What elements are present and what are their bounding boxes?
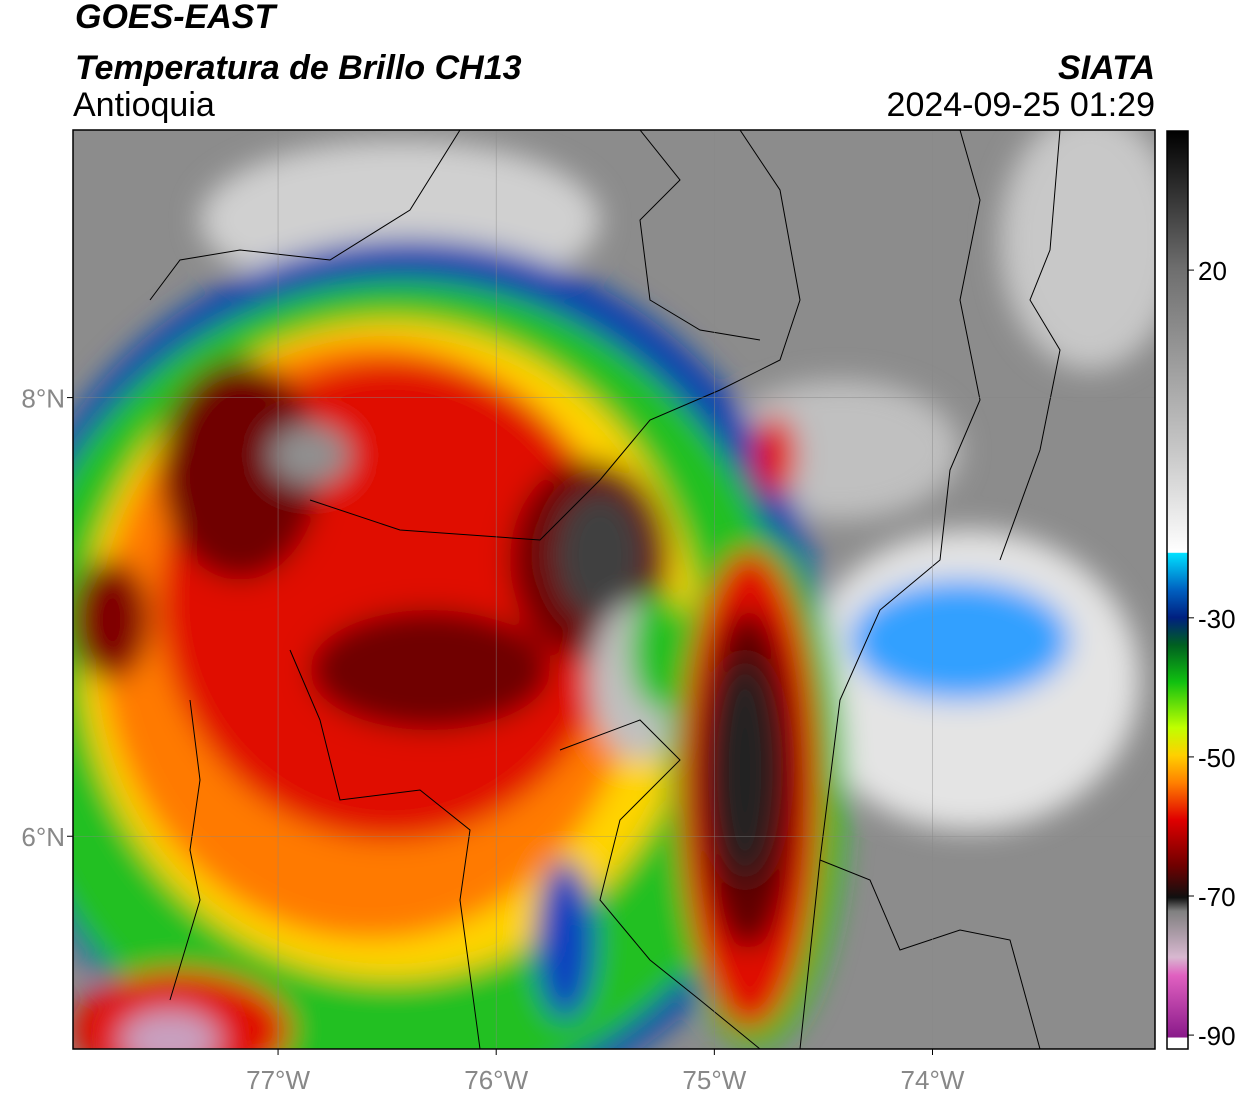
- lon-tick-label: 75°W: [682, 1065, 746, 1095]
- satellite-image: [73, 130, 1155, 1049]
- title: GOES-EAST: [75, 0, 278, 36]
- colorbar-tick-label: -30: [1198, 604, 1236, 634]
- region: Antioquia: [73, 86, 215, 124]
- source: SIATA: [1058, 49, 1155, 87]
- subtitle: Temperatura de Brillo CH13: [75, 49, 522, 87]
- borders: [149, 130, 1061, 1049]
- lat-tick-label: 8°N: [21, 384, 65, 414]
- datetime: 2024-09-25 01:29: [887, 86, 1155, 124]
- lon-tick-label: 77°W: [246, 1065, 310, 1095]
- lon-tick-label: 76°W: [464, 1065, 528, 1095]
- colorbar-tick-label: 20: [1198, 256, 1227, 286]
- lon-tick-label: 74°W: [901, 1065, 965, 1095]
- map-frame: [72, 129, 1156, 1050]
- colorbar-tick-label: -50: [1198, 743, 1236, 773]
- colorbar: [1166, 130, 1189, 1050]
- lat-tick-label: 6°N: [21, 822, 65, 852]
- colorbar-tick-label: -70: [1198, 882, 1236, 912]
- colorbar-tick-label: -90: [1198, 1021, 1236, 1051]
- graticule: [73, 130, 1155, 1049]
